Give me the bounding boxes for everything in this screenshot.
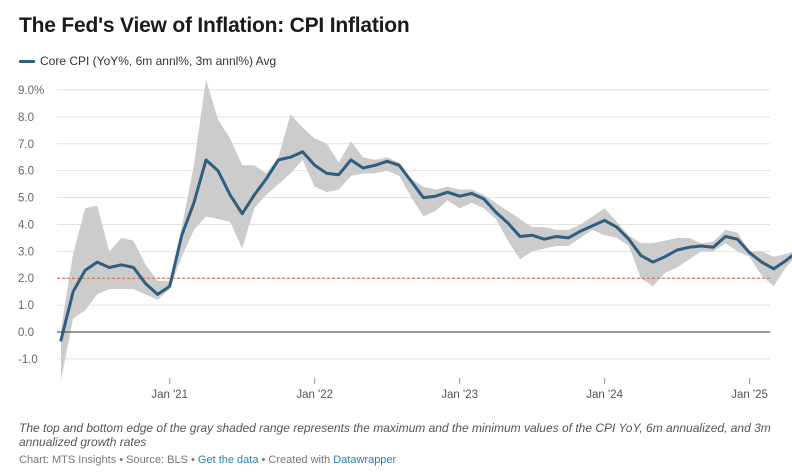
x-tick-label: Jan '23 [441, 389, 478, 401]
x-tick-label: Jan '22 [296, 389, 333, 401]
footer-separator: • [258, 454, 269, 466]
y-tick-label: -1.0 [18, 354, 38, 366]
y-tick-label: 9.0% [18, 85, 44, 97]
get-the-data-link[interactable]: Get the data [197, 454, 259, 466]
y-tick-label: 7.0 [18, 139, 34, 151]
footer: Chart: MTS Insights • Source: BLS • Get … [19, 454, 396, 466]
range-band-layer [61, 79, 792, 381]
chart-title: The Fed's View of Inflation: CPI Inflati… [19, 14, 410, 37]
y-tick-label: 0.0 [18, 327, 34, 339]
footer-chart-credit: Chart: MTS Insights [19, 454, 117, 466]
y-tick-label: 4.0 [18, 219, 34, 231]
y-tick-label: 5.0 [18, 193, 34, 205]
series-line [59, 150, 792, 342]
legend-label: Core CPI (YoY%, 6m annl%, 3m annl%) Avg [40, 54, 277, 68]
footer-created: Created with [268, 454, 334, 466]
y-axis-ticks: -1.0 0.0 1.0 2.0 3.0 4.0 5.0 6.0 7.0 8.0 9.0% [18, 85, 44, 366]
series-line-layer [59, 150, 792, 342]
min-max-range-band [61, 79, 792, 381]
reference-line-layer [57, 277, 770, 333]
legend: Core CPI (YoY%, 6m annl%, 3m annl%) Avg [19, 54, 276, 68]
y-tick-label: 3.0 [18, 246, 34, 258]
chart-area: -1.0 0.0 1.0 2.0 3.0 4.0 5.0 6.0 7.0 8.0 9.0% Jan … [18, 79, 792, 401]
datawrapper-link[interactable]: Datawrapper [333, 454, 397, 466]
footer-source: Source: BLS [126, 454, 188, 466]
x-axis-ticks: Jan '21 Jan '22 Jan '23 Jan '24 Jan '25 [151, 378, 768, 401]
x-tick-label: Jan '21 [151, 389, 188, 401]
y-tick-label: 2.0 [18, 273, 34, 285]
y-tick-label: 8.0 [18, 112, 34, 124]
y-tick-label: 6.0 [18, 166, 34, 178]
x-tick-label: Jan '24 [586, 389, 623, 401]
x-tick-label: Jan '25 [731, 389, 768, 401]
legend-swatch [19, 59, 35, 63]
chart-note: The top and bottom edge of the gray shad… [19, 421, 771, 449]
gridlines [57, 89, 770, 360]
footer-separator: • [116, 454, 127, 466]
footer-separator: • [187, 454, 198, 466]
y-tick-label: 1.0 [18, 300, 34, 312]
